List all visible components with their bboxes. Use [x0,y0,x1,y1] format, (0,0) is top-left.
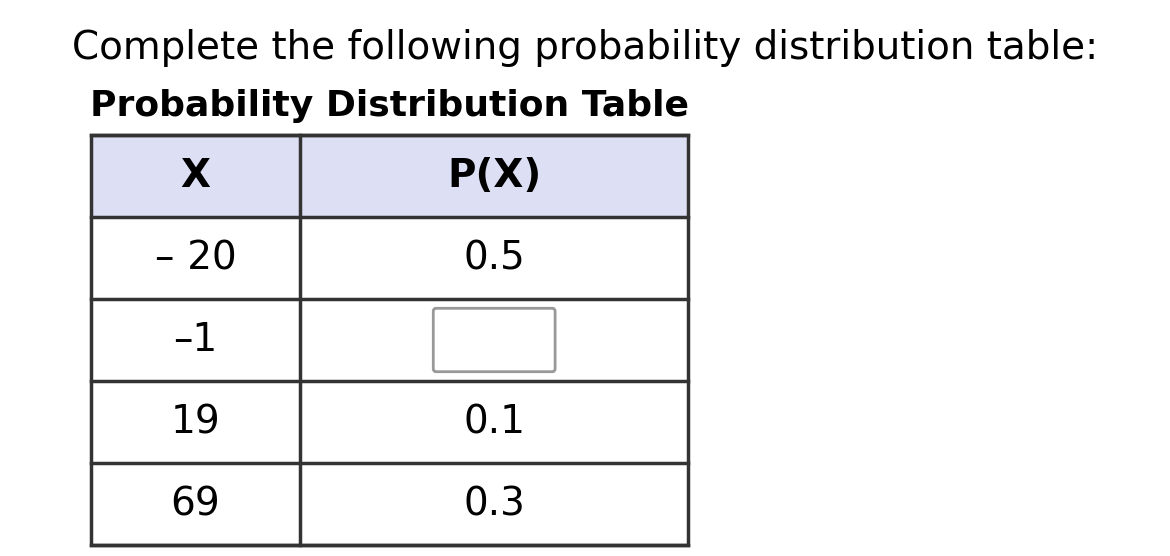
Text: Complete the following probability distribution table:: Complete the following probability distr… [71,29,1099,67]
Bar [91,463,301,545]
Text: 69: 69 [171,485,220,523]
Text: 19: 19 [171,403,220,441]
Text: Probability Distribution Table: Probability Distribution Table [90,89,689,123]
Text: 0.5: 0.5 [463,239,525,277]
Text: –1: –1 [173,321,218,359]
Text: – 20: – 20 [154,239,236,277]
Text: P(X): P(X) [447,157,542,195]
Bar [301,217,688,299]
Bar [91,135,301,217]
Bar [301,135,688,217]
Bar [301,381,688,463]
Bar [301,463,688,545]
Text: 0.3: 0.3 [463,485,525,523]
Text: X: X [180,157,211,195]
Bar [91,135,688,545]
Text: 0.1: 0.1 [463,403,525,441]
Bar [91,299,301,381]
Bar [301,299,688,381]
Bar [91,381,301,463]
Bar [91,217,301,299]
FancyBboxPatch shape [433,308,555,372]
